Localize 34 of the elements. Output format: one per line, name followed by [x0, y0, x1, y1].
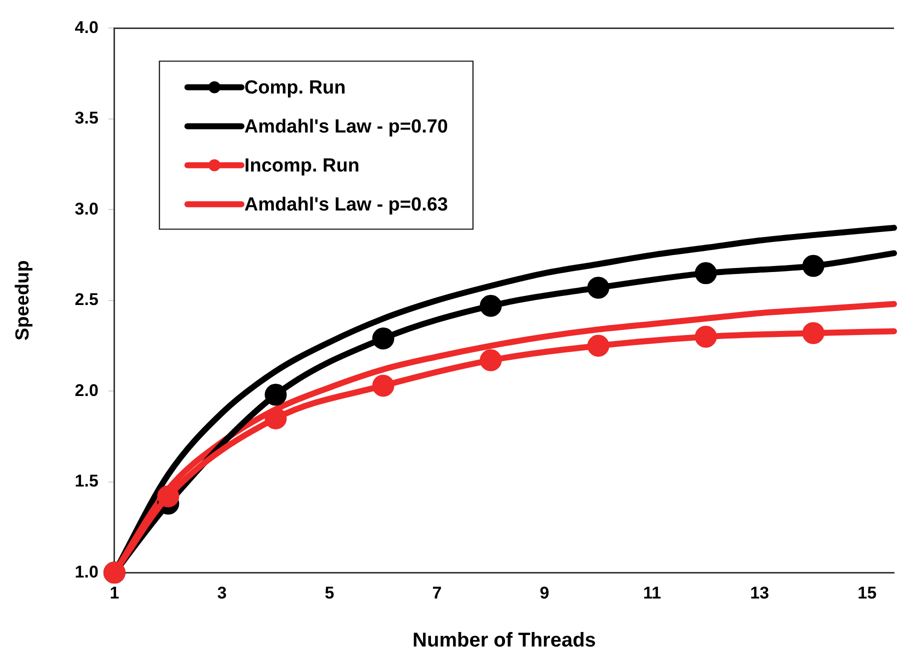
- point: [694, 326, 717, 348]
- point: [264, 384, 287, 406]
- x-tick-label: 5: [324, 583, 334, 602]
- y-tick-label: 3.0: [74, 199, 98, 218]
- x-axis-title: Number of Threads: [412, 630, 596, 652]
- y-tick-label: 1.0: [74, 562, 98, 582]
- x-tick-label: 3: [217, 583, 227, 602]
- y-axis-title: Speedup: [12, 260, 34, 341]
- legend-label: Comp. Run: [244, 77, 346, 98]
- point: [587, 334, 610, 357]
- point: [480, 294, 502, 317]
- legend-label: Amdahl's Law - p=0.63: [244, 194, 448, 216]
- x-tick-label: 9: [540, 583, 550, 602]
- y-tick-label: 2.0: [74, 380, 98, 400]
- point: [264, 407, 287, 430]
- y-tick-label: 3.5: [74, 108, 98, 128]
- y-tick-label: 4.0: [74, 18, 98, 37]
- point: [157, 485, 180, 508]
- legend-label: Amdahl's Law - p=0.70: [244, 116, 448, 138]
- x-tick-label: 11: [643, 583, 662, 602]
- legend-label: Incomp. Run: [244, 155, 360, 176]
- point: [802, 322, 824, 344]
- x-tick-label: 15: [858, 583, 877, 602]
- point: [694, 262, 717, 284]
- point: [587, 276, 610, 299]
- x-tick-label: 7: [432, 583, 442, 602]
- point: [372, 374, 394, 397]
- point: [372, 328, 394, 350]
- point: [802, 254, 824, 277]
- point: [480, 349, 502, 372]
- y-tick-label: 1.5: [74, 472, 98, 491]
- x-tick-label: 1: [110, 583, 120, 602]
- x-tick-label: 13: [750, 583, 770, 602]
- y-tick-label: 2.5: [74, 290, 98, 310]
